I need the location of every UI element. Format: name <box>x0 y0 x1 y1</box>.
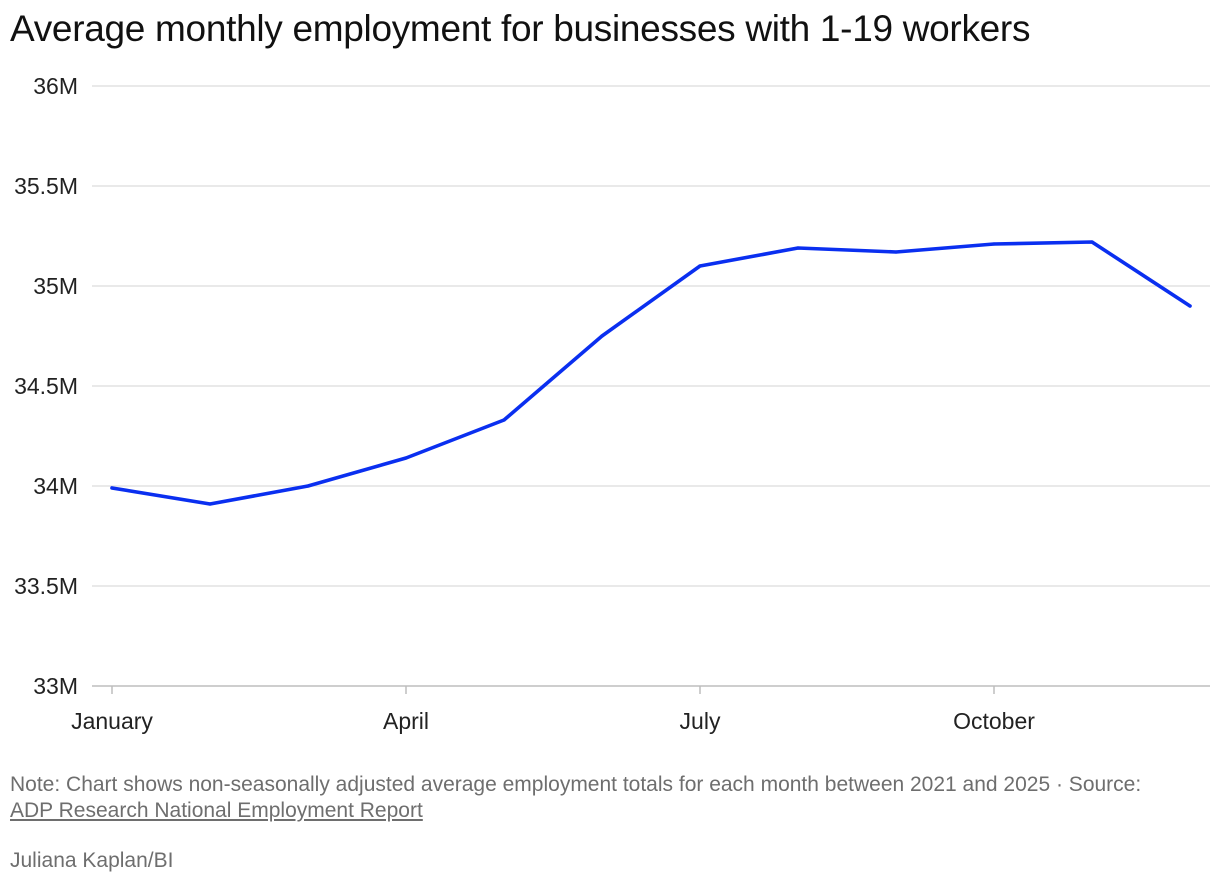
y-tick-label: 36M <box>33 73 78 99</box>
data-point-december <box>1188 304 1192 308</box>
y-axis-labels: 33M 33.5M 34M 34.5M 35M 35.5M 36M <box>14 73 78 699</box>
data-point-september <box>894 250 898 254</box>
x-axis: January April July October <box>71 686 1035 734</box>
source-link[interactable]: ADP Research National Employment Report <box>10 799 423 822</box>
y-tick-label: 33M <box>33 673 78 699</box>
line-chart: 33M 33.5M 34M 34.5M 35M 35.5M 36M January April… <box>14 73 1210 734</box>
data-point-august <box>796 246 800 250</box>
data-point-march <box>306 484 310 488</box>
note-text: Note: Chart shows non-seasonally adjuste… <box>10 773 1142 796</box>
x-tick-label: October <box>953 708 1035 734</box>
y-tick-label: 34M <box>33 473 78 499</box>
series-line <box>110 240 1192 506</box>
data-point-april <box>404 456 408 460</box>
x-tick-label: July <box>680 708 721 734</box>
data-point-june <box>600 334 604 338</box>
data-point-february <box>208 502 212 506</box>
chart-credit: Juliana Kaplan/BI <box>10 849 174 872</box>
chart-note: Note: Chart shows non-seasonally adjuste… <box>10 772 1180 824</box>
y-tick-label: 33.5M <box>14 573 78 599</box>
y-tick-label: 35.5M <box>14 173 78 199</box>
gridlines <box>92 85 1210 687</box>
y-tick-label: 34.5M <box>14 373 78 399</box>
x-tick-label: January <box>71 708 153 734</box>
data-point-january <box>110 486 114 490</box>
data-point-october <box>992 242 996 246</box>
y-tick-label: 35M <box>33 273 78 299</box>
data-point-july <box>698 264 702 268</box>
data-point-may <box>502 418 506 422</box>
x-tick-label: April <box>383 708 429 734</box>
series-layer <box>110 240 1192 506</box>
data-point-november <box>1090 240 1094 244</box>
chart-title: Average monthly employment for businesse… <box>10 8 1031 49</box>
